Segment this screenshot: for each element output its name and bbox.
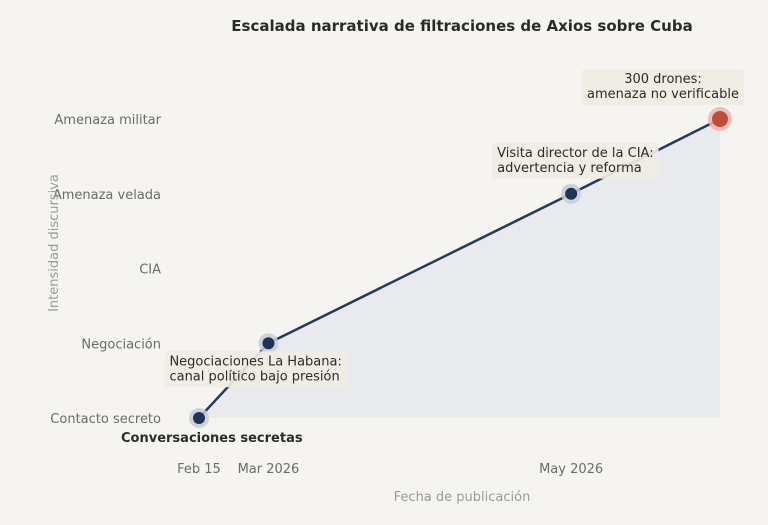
data-point <box>561 183 582 204</box>
point-annotation: Visita director de la CIA: advertencia y … <box>492 142 659 179</box>
y-tick-label: Contacto secreto <box>50 412 161 427</box>
annotation-box <box>492 142 659 179</box>
x-tick-labels: Feb 15 Mar 2026 May 2026 <box>177 462 603 477</box>
y-tick-labels: Contacto secreto Negociación CIA Amenaza ve… <box>50 113 161 427</box>
y-tick-label: Amenaza militar <box>54 113 161 128</box>
data-point <box>258 333 279 354</box>
area-fill <box>199 119 720 418</box>
x-tick-label: Feb 15 <box>177 462 221 477</box>
point-marker <box>193 412 205 424</box>
annotation-text: Conversaciones secretas <box>121 431 303 446</box>
x-tick-label: Mar 2026 <box>238 462 300 477</box>
y-axis-label: Intensidad discursiva <box>47 174 62 312</box>
chart-title: Escalada narrativa de filtraciones de Ax… <box>231 17 692 35</box>
annotation-box <box>164 351 347 388</box>
x-tick-label: May 2026 <box>539 462 603 477</box>
y-tick-label: Negociación <box>81 337 161 352</box>
data-point <box>189 408 209 428</box>
annotation-text: Visita director de la CIA: advertencia y … <box>497 146 653 176</box>
highlight-point <box>708 107 732 131</box>
point-annotation: Conversaciones secretas <box>121 431 303 446</box>
annotation-text: Negociaciones La Habana: canal político b… <box>169 354 341 384</box>
y-tick-label: Amenaza velada <box>53 188 161 203</box>
x-axis-label: Fecha de publicación <box>394 490 531 505</box>
annotations-layer: Conversaciones secretas Negociaciones La … <box>121 69 744 446</box>
y-tick-label: CIA <box>139 263 161 278</box>
point-marker <box>262 337 275 350</box>
point-annotation: 300 drones: amenaza no verificable <box>582 69 744 105</box>
points-layer <box>189 107 732 428</box>
annotation-box <box>582 69 744 105</box>
area-layer <box>199 119 720 418</box>
point-annotation: Negociaciones La Habana: canal político b… <box>164 351 347 388</box>
point-marker <box>712 111 728 127</box>
annotation-text: 300 drones: amenaza no verificable <box>587 72 739 102</box>
point-marker <box>565 187 578 200</box>
